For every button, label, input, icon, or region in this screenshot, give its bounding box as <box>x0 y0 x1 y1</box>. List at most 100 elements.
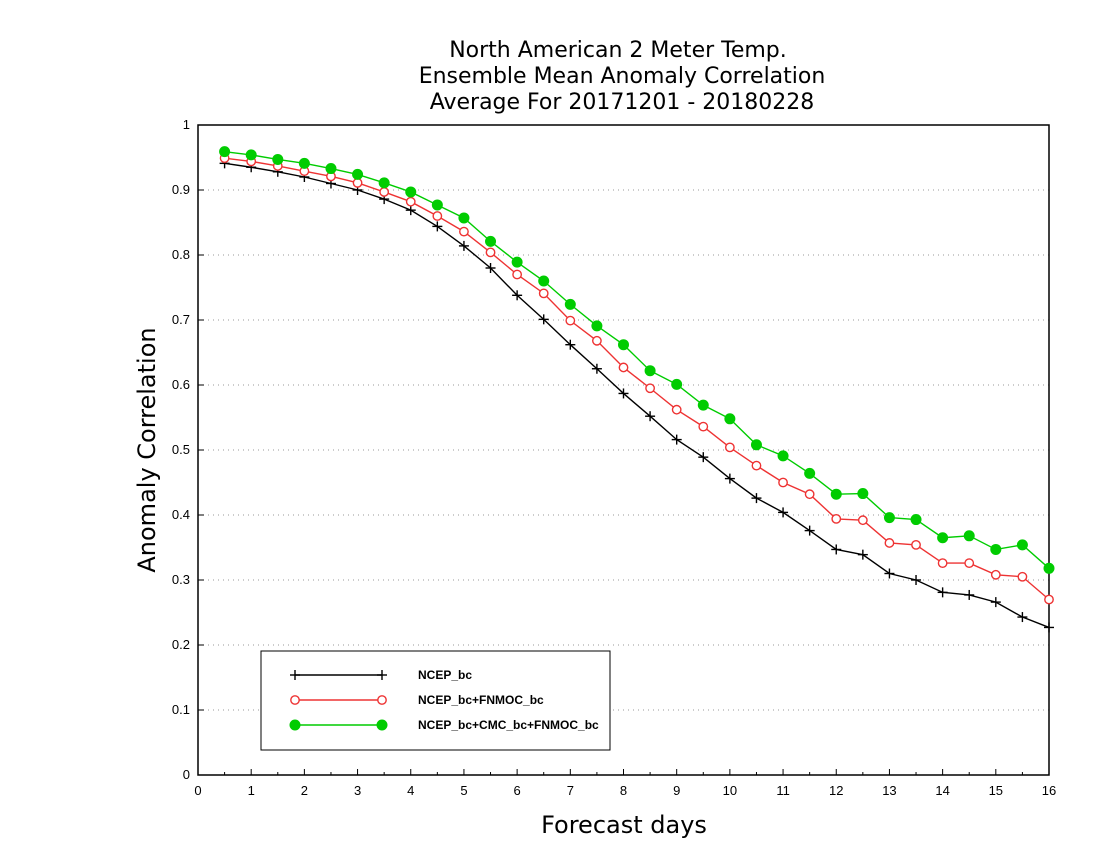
x-axis-label: Forecast days <box>541 811 707 839</box>
data-point <box>1017 571 1028 582</box>
data-point <box>804 525 815 536</box>
data-point <box>724 473 735 484</box>
data-point <box>511 256 523 268</box>
data-point <box>565 315 576 326</box>
data-point <box>432 211 443 221</box>
data-point <box>538 275 550 287</box>
x-tick-label: 0 <box>194 783 201 798</box>
data-point <box>352 177 363 188</box>
data-point <box>697 399 709 411</box>
data-point <box>990 597 1001 608</box>
data-point <box>804 467 816 479</box>
legend: NCEP_bc NCEP_bc+FNMOC_bc NCEP_bc+CMC_bc+FN… <box>260 650 611 751</box>
data-point <box>937 532 949 544</box>
data-point <box>405 196 416 207</box>
y-tick-label: 0.1 <box>172 702 190 717</box>
data-point <box>565 339 576 350</box>
data-point <box>671 404 682 415</box>
series-line <box>224 150 1050 569</box>
data-point <box>698 452 709 463</box>
data-point <box>618 388 629 399</box>
y-tick-label: 0.5 <box>172 442 190 457</box>
x-tick-label: 5 <box>460 783 467 798</box>
data-point <box>778 477 788 488</box>
gridlines <box>198 189 1049 711</box>
data-point <box>645 383 655 394</box>
data-point <box>538 314 549 325</box>
x-tick-label: 9 <box>673 783 680 798</box>
y-tick-label: 0.9 <box>172 182 190 197</box>
data-point <box>458 240 469 251</box>
data-point <box>618 362 629 373</box>
legend-label: NCEP_bc+CMC_bc+FNMOC_bc <box>418 718 599 732</box>
chart-title-line-1: North American 2 Meter Temp. <box>449 38 787 63</box>
legend-marker <box>376 719 388 731</box>
data-point <box>618 339 629 351</box>
data-point <box>857 549 868 560</box>
data-point <box>964 558 975 568</box>
data-point <box>272 153 284 165</box>
data-point <box>857 488 869 500</box>
data-point <box>990 569 1001 580</box>
data-point <box>1017 612 1028 623</box>
data-point <box>512 269 523 280</box>
x-tick-label: 12 <box>829 783 843 798</box>
series-ncep-bc <box>219 158 1054 633</box>
chart-title-line-3: Average For 20171201 - 20180228 <box>430 90 815 115</box>
data-point <box>937 587 948 598</box>
data-point <box>911 575 922 585</box>
data-point <box>724 413 736 425</box>
data-point <box>298 157 310 169</box>
legend-marker <box>290 670 300 680</box>
y-tick-label: 0.2 <box>172 637 190 652</box>
data-point <box>831 514 842 524</box>
y-tick-label: 0.4 <box>172 507 190 522</box>
data-point <box>777 450 789 462</box>
data-point <box>245 149 257 161</box>
data-point <box>1016 539 1028 551</box>
data-point <box>963 530 975 542</box>
chart-title: North American 2 Meter Temp. Ensemble Me… <box>419 38 826 115</box>
legend-marker <box>289 719 301 731</box>
data-series <box>219 146 1055 633</box>
data-point <box>405 205 416 216</box>
x-tick-label: 15 <box>989 783 1003 798</box>
legend-item-ncep-bc: NCEP_bc <box>290 668 472 682</box>
data-point <box>883 512 895 524</box>
series-line <box>224 157 1050 601</box>
data-point <box>884 568 895 579</box>
legend-marker <box>290 695 300 705</box>
data-point <box>990 543 1002 555</box>
series-ncep-bc-cmc-bc-fnmoc-bc <box>219 146 1055 574</box>
y-tick-label: 0.8 <box>172 247 190 262</box>
series-line <box>224 162 1050 629</box>
y-tick-label: 0.3 <box>172 572 190 587</box>
data-point <box>698 421 709 432</box>
x-tick-label: 2 <box>301 783 308 798</box>
data-point <box>485 235 497 247</box>
data-point <box>671 378 683 390</box>
data-point <box>405 186 417 198</box>
x-tick-label: 8 <box>620 783 627 798</box>
data-point <box>1044 594 1054 605</box>
x-tick-label: 1 <box>248 783 255 798</box>
chart-title-line-2: Ensemble Mean Anomaly Correlation <box>419 64 826 89</box>
data-point <box>538 288 549 299</box>
data-point <box>564 298 576 310</box>
x-tick-label: 13 <box>882 783 896 798</box>
data-point <box>751 460 762 471</box>
x-tick-label: 14 <box>935 783 949 798</box>
x-tick-label: 3 <box>354 783 361 798</box>
data-point <box>910 514 922 526</box>
data-point <box>219 146 231 158</box>
data-point <box>644 365 656 377</box>
data-point <box>911 540 921 550</box>
axis-ticks: 00.10.20.30.40.50.60.70.80.910 1 2 3 4 5 6 7 8 9 1… <box>172 117 1056 798</box>
data-point <box>325 163 337 175</box>
data-point <box>937 558 948 568</box>
x-tick-label: 7 <box>567 783 574 798</box>
data-point <box>671 434 682 445</box>
data-point <box>431 199 443 211</box>
data-point <box>831 544 842 555</box>
data-point <box>1043 562 1055 574</box>
